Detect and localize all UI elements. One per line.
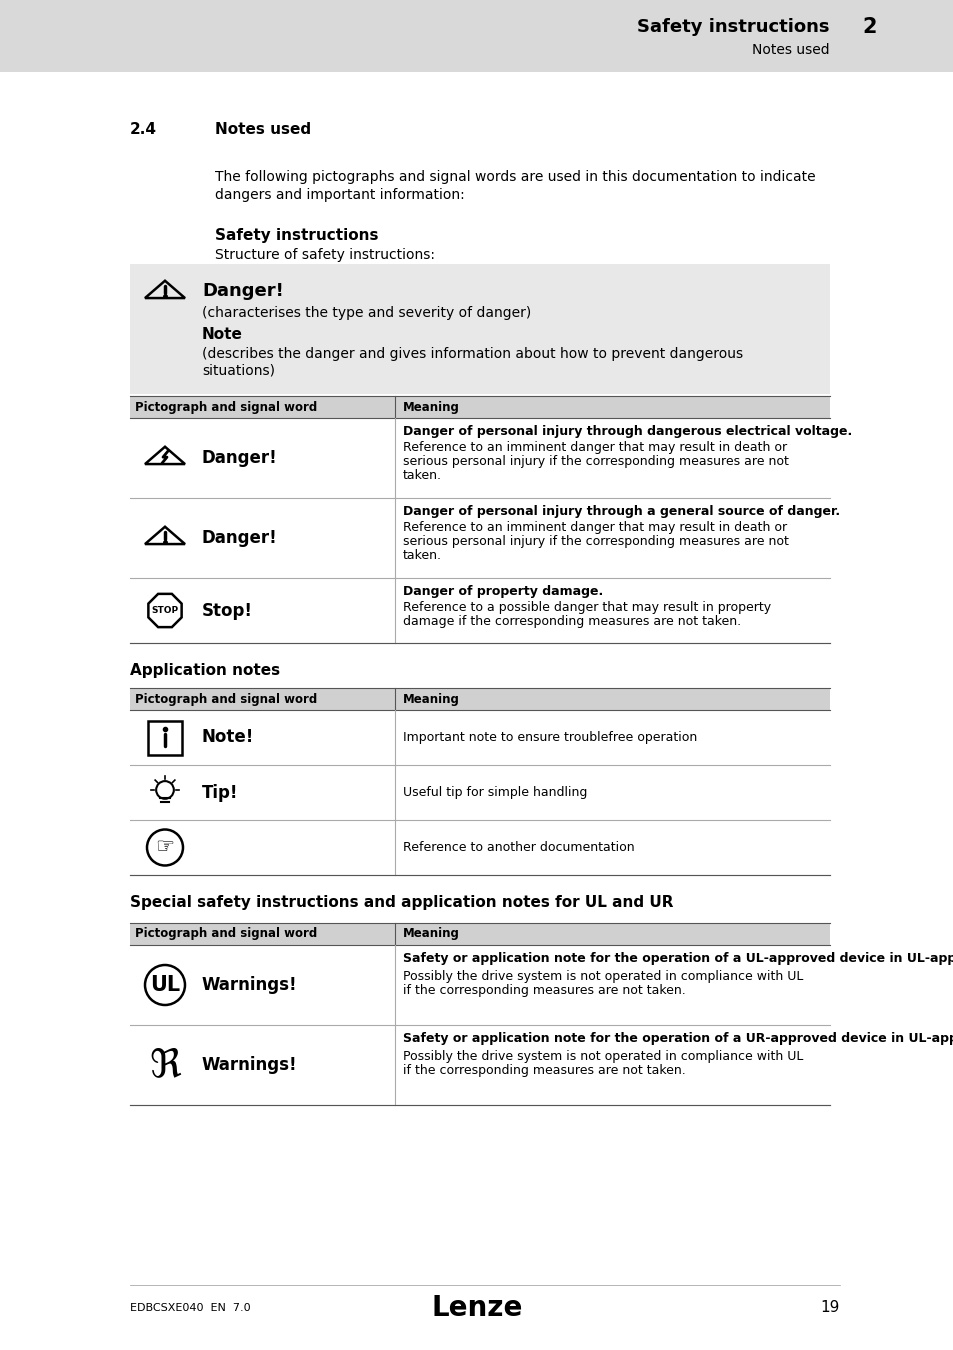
Text: Special safety instructions and application notes for UL and UR: Special safety instructions and applicat… [130, 895, 673, 910]
Text: Reference to an imminent danger that may result in death or: Reference to an imminent danger that may… [402, 521, 786, 535]
Text: Safety instructions: Safety instructions [637, 18, 829, 36]
Text: Danger!: Danger! [202, 529, 277, 547]
Polygon shape [149, 594, 181, 628]
Text: Note: Note [202, 327, 243, 342]
Text: Meaning: Meaning [402, 401, 459, 413]
Text: 19: 19 [820, 1300, 840, 1315]
Bar [148, 721, 182, 755]
Text: Notes used: Notes used [752, 43, 829, 57]
Text: situations): situations) [202, 364, 274, 378]
Text: Danger of personal injury through a general source of danger.: Danger of personal injury through a gene… [402, 505, 840, 518]
Text: UL: UL [150, 975, 180, 995]
Text: Meaning: Meaning [402, 693, 459, 706]
Text: 2: 2 [862, 18, 877, 36]
Text: Possibly the drive system is not operated in compliance with UL: Possibly the drive system is not operate… [402, 971, 802, 983]
Text: Meaning: Meaning [402, 927, 459, 941]
Text: Danger!: Danger! [202, 282, 283, 300]
Text: 2.4: 2.4 [130, 122, 157, 136]
Text: Reference to an imminent danger that may result in death or: Reference to an imminent danger that may… [402, 441, 786, 454]
Text: Danger of property damage.: Danger of property damage. [402, 585, 602, 598]
Text: Reference to a possible danger that may result in property: Reference to a possible danger that may … [402, 601, 770, 614]
Text: serious personal injury if the corresponding measures are not: serious personal injury if the correspon… [402, 535, 788, 548]
Text: Pictograph and signal word: Pictograph and signal word [135, 927, 317, 941]
Text: Stop!: Stop! [202, 602, 253, 620]
Text: Safety instructions: Safety instructions [214, 228, 378, 243]
Text: Notes used: Notes used [214, 122, 311, 136]
Text: dangers and important information:: dangers and important information: [214, 188, 464, 202]
Text: if the corresponding measures are not taken.: if the corresponding measures are not ta… [402, 1064, 685, 1077]
Text: Reference to another documentation: Reference to another documentation [402, 841, 634, 855]
Text: Important note to ensure troublefree operation: Important note to ensure troublefree ope… [402, 730, 697, 744]
Text: if the corresponding measures are not taken.: if the corresponding measures are not ta… [402, 984, 685, 998]
Text: Pictograph and signal word: Pictograph and signal word [135, 401, 317, 413]
Text: Lenze: Lenze [431, 1295, 522, 1322]
Text: Pictograph and signal word: Pictograph and signal word [135, 693, 317, 706]
Text: ℜ: ℜ [149, 1046, 181, 1084]
Text: serious personal injury if the corresponding measures are not: serious personal injury if the correspon… [402, 455, 788, 468]
Text: Danger!: Danger! [202, 450, 277, 467]
Text: Tip!: Tip! [202, 783, 238, 802]
Text: Possibly the drive system is not operated in compliance with UL: Possibly the drive system is not operate… [402, 1050, 802, 1062]
Text: The following pictographs and signal words are used in this documentation to ind: The following pictographs and signal wor… [214, 170, 815, 184]
Text: STOP: STOP [152, 606, 178, 616]
Text: Warnings!: Warnings! [202, 976, 297, 994]
Text: Application notes: Application notes [130, 663, 280, 678]
Text: EDBCSXE040  EN  7.0: EDBCSXE040 EN 7.0 [130, 1303, 251, 1314]
Bar [0, 0, 953, 72]
Text: Safety or application note for the operation of a UR-approved device in UL-appro: Safety or application note for the opera… [402, 1031, 953, 1045]
Text: taken.: taken. [402, 468, 441, 482]
Bar [130, 688, 829, 710]
Text: Structure of safety instructions:: Structure of safety instructions: [214, 248, 435, 262]
Text: Useful tip for simple handling: Useful tip for simple handling [402, 786, 587, 799]
Text: ☞: ☞ [155, 837, 174, 857]
Text: Danger of personal injury through dangerous electrical voltage.: Danger of personal injury through danger… [402, 425, 851, 437]
Text: Warnings!: Warnings! [202, 1056, 297, 1075]
Bar [130, 265, 829, 394]
Text: (describes the danger and gives information about how to prevent dangerous: (describes the danger and gives informat… [202, 347, 742, 360]
Text: Note!: Note! [202, 729, 254, 747]
Text: Safety or application note for the operation of a UL-approved device in UL-appro: Safety or application note for the opera… [402, 952, 953, 965]
Text: damage if the corresponding measures are not taken.: damage if the corresponding measures are… [402, 616, 740, 628]
Text: taken.: taken. [402, 549, 441, 562]
Bar [130, 396, 829, 418]
Bar [130, 923, 829, 945]
Text: (characterises the type and severity of danger): (characterises the type and severity of … [202, 306, 531, 320]
